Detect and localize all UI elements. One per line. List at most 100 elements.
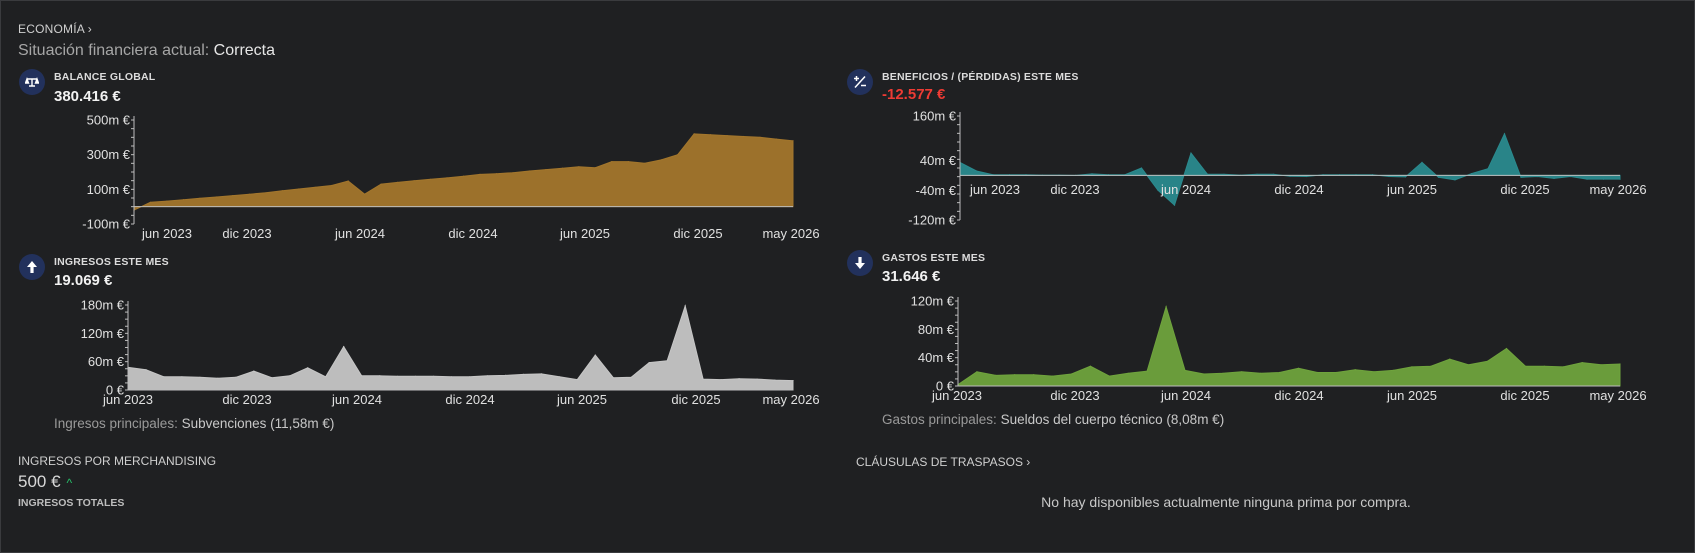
balance-data-point [364, 193, 366, 195]
income-data-point [792, 380, 794, 382]
balance-data-point [166, 200, 168, 202]
balance-x-tick-label: dic 2023 [222, 226, 271, 241]
transfer-clauses-link[interactable]: CLÁUSULAS DE TRASPASOS › [856, 455, 1031, 469]
income-data-point [343, 346, 345, 348]
expenses-data-point [1600, 364, 1602, 366]
income-data-point [145, 369, 147, 371]
breadcrumb-economia[interactable]: ECONOMÍA › [18, 22, 93, 36]
balance-data-point [331, 184, 333, 187]
expenses-data-point [1335, 371, 1337, 374]
balance-data-point [594, 167, 596, 169]
balance-data-point [775, 138, 778, 140]
expenses-y-tick-label: 80m € [918, 322, 955, 337]
expenses-data-point [1222, 372, 1224, 374]
income-data-point [379, 375, 381, 377]
balance-x-tick-label: jun 2023 [141, 226, 192, 241]
balance-data-point [495, 173, 497, 175]
expenses-data-point [1316, 371, 1318, 374]
balance-data-point [644, 162, 646, 164]
income-data-point [307, 367, 309, 369]
expenses-data-point [1543, 365, 1545, 367]
profit-data-point [1421, 161, 1423, 163]
balance-data-point [380, 183, 382, 185]
expenses-y-tick-label: 0 € [936, 379, 955, 394]
income-x-tick-label: may 2026 [762, 392, 819, 407]
income-data-point [432, 375, 435, 377]
profit-y-tick-label: -120m € [908, 213, 956, 228]
profit-value: -12.577 € [882, 86, 946, 103]
expenses-x-tick-label: may 2026 [1589, 388, 1646, 403]
profit-data-point [1470, 173, 1473, 175]
expenses-data-point [1165, 306, 1167, 308]
profit-data-point [1388, 175, 1390, 178]
balance-data-point [397, 181, 399, 183]
expenses-y-tick-label: 40m € [918, 350, 955, 365]
financial-status-value: Correcta [213, 42, 276, 59]
balance-x-tick-label: may 2026 [762, 226, 819, 241]
balance-data-point [627, 161, 629, 163]
expenses-data-point [1619, 363, 1621, 365]
expenses-data-point [1014, 374, 1016, 376]
profit-label: BENEFICIOS / (PÉRDIDAS) ESTE MES [882, 71, 1079, 83]
balance-data-point [314, 186, 316, 188]
expenses-x-tick-label: jun 2023 [931, 388, 982, 403]
profit-data-point [1487, 168, 1489, 170]
income-data-point [774, 379, 776, 381]
income-data-point [325, 376, 327, 378]
balance-y-tick-label: -100m € [82, 217, 130, 232]
merch-value: 500 € [18, 472, 61, 491]
profit-data-point [1520, 176, 1522, 178]
merch-value-row: 500 € ^ [18, 472, 72, 492]
expenses-data-point [1373, 371, 1375, 373]
scale-icon [19, 69, 45, 95]
expenses-chart: 120m € 80m € 40m € 0 €jun 2023 dic 2023 jun 2… [911, 294, 1647, 404]
income-data-point [181, 376, 183, 378]
expenses-data-point [1430, 365, 1432, 367]
expenses-footnote-value: Sueldos del cuerpo técnico (8,08m €) [1000, 412, 1225, 427]
expenses-data-point [1033, 374, 1035, 376]
income-data-point [253, 370, 255, 372]
arrow-down-icon [847, 250, 873, 276]
balance-x-tick-label: dic 2025 [673, 226, 722, 241]
income-data-point [702, 378, 704, 380]
profit-data-point [1602, 178, 1605, 180]
balance-data-point [693, 133, 695, 135]
balance-data-point [446, 177, 448, 179]
profit-x-tick-label: jun 2023 [969, 182, 1020, 197]
income-value: 19.069 € [54, 272, 113, 289]
merch-label: INGRESOS POR MERCHANDISING [18, 454, 217, 468]
balance-data-point [710, 134, 712, 136]
income-footnote-value: Subvenciones (11,58m €) [181, 416, 335, 431]
profit-data-point [1437, 176, 1440, 178]
profit-data-point [1091, 173, 1093, 175]
balance-data-point [281, 190, 283, 192]
profit-y-tick-label: 40m € [920, 153, 957, 168]
expenses-value: 31.646 € [882, 268, 941, 285]
profit-data-point [1305, 175, 1308, 178]
expenses-footnote: Gastos principales: Sueldos del cuerpo t… [882, 412, 1224, 427]
balance-data-point [545, 169, 547, 171]
balance-data-point [726, 135, 728, 137]
profit-chart: 160m € 40m € -40m € -120m € jun 2023 dic 2023… [908, 109, 1646, 228]
profit-y-tick-label: 160m € [913, 109, 957, 124]
expenses-data-point [1052, 375, 1054, 377]
balance-data-point [199, 197, 201, 199]
profit-data-point [1536, 175, 1539, 178]
income-data-point [486, 375, 489, 377]
income-data-point [450, 376, 453, 378]
income-data-point [648, 362, 650, 364]
balance-x-tick-label: jun 2025 [559, 226, 610, 241]
income-data-point [397, 375, 399, 377]
balance-data-point [759, 136, 761, 138]
profit-data-point [1454, 179, 1456, 181]
profit-data-point [1173, 204, 1176, 206]
expenses-data-point [1581, 362, 1583, 364]
income-data-point [576, 379, 578, 381]
no-bonus-message: No hay disponibles actualmente ninguna p… [1041, 494, 1411, 510]
balance-data-point [430, 178, 432, 180]
profit-x-tick-label: may 2026 [1589, 182, 1646, 197]
balance-value: 380.416 € [54, 88, 121, 105]
income-area-series [127, 304, 794, 391]
income-data-point [504, 374, 506, 376]
expenses-data-point [1354, 369, 1356, 371]
